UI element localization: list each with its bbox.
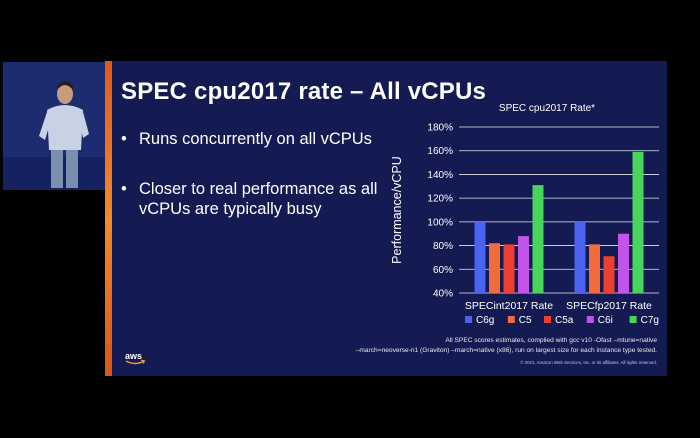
footnote-line: All SPEC scores estimates, compiled with… <box>445 337 657 344</box>
legend-swatch-c5 <box>507 316 515 323</box>
bar-c6g-fp <box>574 221 586 293</box>
y-tick-label: 160% <box>427 146 453 157</box>
presentation-slide: SPEC cpu2017 rate – All vCPUs • Runs con… <box>105 61 667 376</box>
legend-label-c6i: C6i <box>598 315 613 326</box>
bar-c5a-fp <box>603 256 615 293</box>
y-axis-label: Performance/vCPU <box>390 156 404 264</box>
y-tick-label: 60% <box>433 265 453 276</box>
chart-canvas: SPEC cpu2017 Rate* 40% 60% 80% 100% 120% 140% 1… <box>390 103 659 326</box>
bar-c7g-int <box>532 185 544 293</box>
bullet-dot: • <box>121 130 127 148</box>
speaker-figure <box>3 62 105 190</box>
bullet-item: • Closer to real performance as all vCPU… <box>121 179 389 219</box>
bullet-dot: • <box>121 180 127 198</box>
slide-accent-bar <box>105 61 112 376</box>
footnote: All SPEC scores estimates, compiled with… <box>255 336 657 355</box>
bar-c6i-int <box>518 236 529 293</box>
chart-title: SPEC cpu2017 Rate* <box>499 103 595 114</box>
aws-logo: aws <box>125 350 147 371</box>
aws-logo-text: aws <box>125 351 142 361</box>
bar-c6g-int <box>474 221 486 293</box>
legend-swatch-c6i <box>586 316 594 323</box>
legend-swatch-c6g <box>465 316 472 323</box>
bar-c6i-fp <box>618 233 629 293</box>
legend-swatch-c7g <box>629 316 637 323</box>
bullet-text: Runs concurrently on all vCPUs <box>139 130 372 148</box>
copyright-text: © 2021, Amazon Web Services, Inc. or its… <box>520 360 657 365</box>
y-tick-label: 100% <box>427 217 453 228</box>
legend-swatch-c5a <box>544 316 551 323</box>
y-tick-label: 120% <box>427 194 453 205</box>
bullet-text: Closer to real performance as all vCPUs … <box>139 180 378 218</box>
x-category-label: SPECfp2017 Rate <box>566 300 652 312</box>
bar-c5-fp <box>589 244 600 293</box>
bar-c5a-int <box>503 244 515 293</box>
bar-c5-int <box>489 243 500 293</box>
bar-chart: SPEC cpu2017 Rate* 40% 60% 80% 100% 120% 140% 1… <box>389 97 659 342</box>
speaker-video <box>3 62 105 190</box>
bullet-item: • Runs concurrently on all vCPUs <box>121 129 389 149</box>
y-tick-label: 80% <box>433 241 453 252</box>
y-tick-label: 140% <box>427 170 453 181</box>
legend-label-c6g: C6g <box>476 315 494 326</box>
legend-label-c7g: C7g <box>641 315 659 326</box>
bar-c7g-fp <box>632 151 644 293</box>
slide-title: SPEC cpu2017 rate – All vCPUs <box>121 78 487 105</box>
footnote-line: –march=neoverse-n1 (Graviton) –march=nat… <box>355 346 657 354</box>
legend-label-c5: C5 <box>519 315 532 326</box>
legend-label-c5a: C5a <box>555 315 574 326</box>
y-tick-label: 180% <box>427 123 453 134</box>
y-tick-label: 40% <box>433 289 453 300</box>
x-category-label: SPECint2017 Rate <box>465 300 553 312</box>
